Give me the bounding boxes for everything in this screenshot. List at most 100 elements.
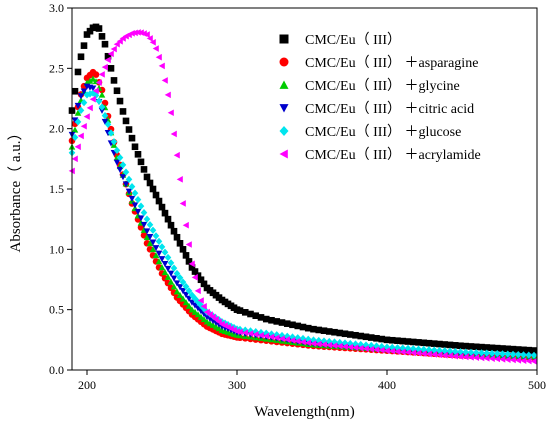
data-point — [325, 341, 333, 349]
x-tick-label: 500 — [528, 378, 546, 392]
series-layer — [68, 23, 538, 365]
data-point — [446, 352, 453, 360]
data-point — [278, 335, 285, 342]
legend-item: CMC/Eu（ III） ＋glycine — [279, 78, 460, 94]
data-point — [283, 320, 291, 327]
data-point — [77, 93, 85, 100]
data-point — [378, 335, 386, 343]
legend-label: CMC/Eu（ III） ＋glucose — [305, 124, 461, 140]
data-point — [483, 355, 490, 362]
data-point — [158, 203, 166, 211]
legend-marker — [279, 149, 288, 159]
data-point — [92, 71, 100, 78]
data-point — [373, 346, 380, 353]
data-point — [200, 302, 207, 310]
data-point — [179, 246, 187, 253]
data-point — [268, 316, 275, 324]
data-point — [530, 358, 537, 365]
data-point — [394, 348, 401, 355]
data-point — [143, 233, 151, 241]
data-point — [125, 188, 133, 195]
data-point — [446, 347, 454, 355]
y-tick-label: 0.0 — [49, 363, 64, 377]
data-point — [493, 344, 501, 352]
y-tick-label: 3.0 — [49, 1, 64, 15]
data-point — [113, 87, 121, 95]
data-point — [478, 343, 485, 351]
data-point — [74, 102, 82, 110]
data-point — [98, 71, 105, 78]
data-point — [420, 339, 428, 347]
data-point — [509, 350, 517, 358]
data-point — [146, 221, 154, 229]
data-point — [520, 357, 527, 364]
data-point — [488, 344, 496, 352]
data-point — [504, 356, 511, 363]
data-point — [194, 272, 202, 279]
data-point — [134, 151, 142, 158]
data-point — [140, 221, 148, 229]
y-tick-label: 1.0 — [49, 242, 64, 256]
y-tick-label: 0.5 — [49, 303, 64, 317]
data-point — [197, 297, 204, 304]
data-point — [399, 348, 406, 356]
data-point — [247, 310, 254, 318]
data-point — [514, 350, 522, 359]
legend-item: CMC/Eu（ III） — [279, 32, 401, 48]
data-point — [176, 176, 183, 183]
data-point — [128, 182, 136, 191]
data-point — [164, 215, 172, 223]
data-point — [167, 278, 175, 285]
data-point — [341, 343, 348, 350]
data-point — [436, 340, 443, 348]
data-point — [101, 40, 109, 48]
data-point — [74, 118, 82, 126]
data-point — [362, 333, 370, 341]
data-point — [77, 132, 84, 140]
data-point — [346, 343, 354, 351]
data-point — [161, 209, 169, 217]
data-point — [241, 329, 249, 337]
data-point — [161, 268, 169, 276]
x-axis-label: Wavelength(nm) — [254, 404, 354, 420]
data-point — [167, 221, 175, 229]
data-point — [451, 347, 459, 356]
data-point — [161, 248, 169, 256]
data-point — [488, 349, 496, 357]
data-point — [89, 85, 97, 92]
legend-marker — [279, 126, 289, 136]
data-point — [113, 40, 120, 48]
data-point — [122, 117, 130, 125]
data-point — [478, 349, 485, 357]
data-point — [467, 354, 474, 361]
data-point — [241, 309, 249, 316]
data-point — [149, 226, 157, 234]
data-point — [420, 350, 427, 357]
data-point — [493, 355, 501, 363]
data-point — [425, 339, 433, 347]
data-point — [451, 342, 459, 349]
data-point — [80, 42, 88, 49]
data-point — [247, 330, 254, 337]
data-point — [315, 326, 323, 334]
data-point — [367, 345, 375, 353]
data-point — [294, 337, 301, 345]
data-point — [197, 313, 205, 320]
data-point — [346, 331, 354, 338]
data-point — [185, 287, 193, 295]
data-point — [404, 338, 412, 345]
data-point — [252, 331, 259, 338]
data-point — [101, 99, 109, 107]
data-point — [77, 106, 85, 114]
data-point — [383, 336, 391, 344]
data-point — [362, 345, 369, 352]
data-point — [164, 91, 171, 99]
x-tick-label: 400 — [378, 378, 396, 392]
data-point — [116, 97, 124, 105]
y-axis-label: Absorbance（ a.u.） — [7, 125, 24, 252]
data-point — [74, 68, 82, 76]
data-point — [158, 256, 166, 263]
data-point — [122, 181, 130, 188]
data-point — [80, 122, 87, 130]
data-point — [278, 319, 286, 326]
